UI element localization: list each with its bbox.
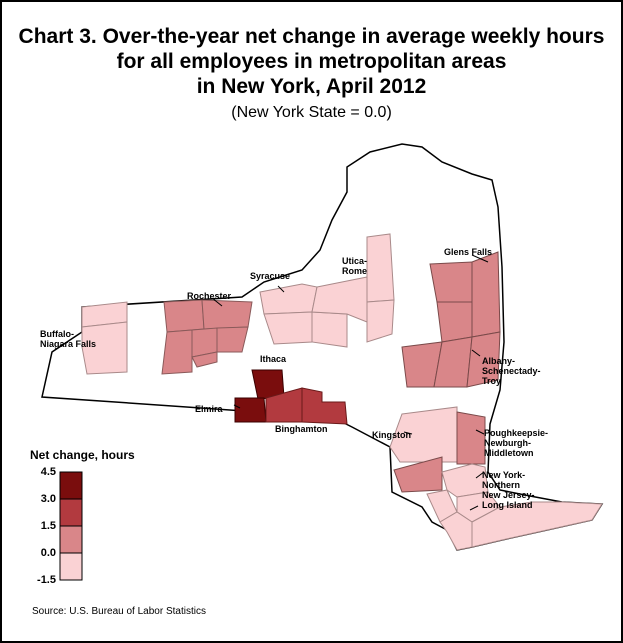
label-binghamton: Binghamton	[275, 424, 328, 434]
region-elmira	[234, 397, 267, 423]
region-label-line: Newburgh-	[484, 438, 531, 448]
region-label-line: Northern	[482, 480, 520, 490]
region-label-line: Middletown	[484, 448, 534, 458]
region-label-line: Rochester	[187, 291, 232, 301]
label-buffalo: Buffalo-Niagara Falls	[40, 329, 96, 349]
chart-subtitle: (New York State = 0.0)	[231, 104, 392, 121]
region-buffalo	[81, 301, 128, 375]
label-ithaca: Ithaca	[260, 354, 287, 364]
title-line-2: for all employees in metropolitan areas	[116, 50, 507, 73]
region-label-line: Rome	[342, 266, 367, 276]
region-rochester	[161, 299, 253, 375]
region-label-line: Poughkeepsie-	[484, 428, 548, 438]
label-albany: Albany-Schenectady-Troy	[482, 356, 541, 386]
label-poughkeepsie: Poughkeepsie-Newburgh-Middletown	[484, 428, 548, 458]
region-albany	[401, 301, 501, 388]
region-label-line: Long Island	[482, 500, 533, 510]
source-note: Source: U.S. Bureau of Labor Statistics	[32, 606, 206, 617]
region-label-line: Binghamton	[275, 424, 328, 434]
region-label-line: Albany-	[482, 356, 515, 366]
region-poughkeepsie	[393, 411, 486, 493]
legend-swatch-2	[59, 525, 83, 554]
region-label-line: Utica-	[342, 256, 367, 266]
chart-title: Chart 3. Over-the-year net change in ave…	[2, 24, 621, 99]
label-elmira: Elmira	[195, 404, 224, 414]
legend-tick-2: 1.5	[40, 520, 56, 532]
region-binghamton	[265, 387, 348, 425]
leader-lines	[211, 254, 489, 511]
title-line-1: Chart 3. Over-the-year net change in ave…	[18, 25, 605, 48]
title-line-3: in New York, April 2012	[196, 75, 427, 98]
region-label-line: Buffalo-	[40, 329, 74, 339]
legend-title: Net change, hours	[30, 448, 135, 462]
region-label-line: Ithaca	[260, 354, 287, 364]
label-nyc: New York-Northern New Jersey-Long Island	[482, 470, 535, 510]
region-label-line: Schenectady-	[482, 366, 541, 376]
legend-swatch-0	[59, 471, 83, 500]
region-label-line: New Jersey-	[482, 490, 535, 500]
region-label-line: Kingston	[372, 430, 411, 440]
region-label-line: Glens Falls	[444, 247, 492, 257]
region-labels: Buffalo-Niagara Falls Rochester Syracuse…	[40, 247, 548, 510]
region-nyc	[426, 463, 603, 551]
label-rochester: Rochester	[187, 291, 232, 301]
label-kingston: Kingston	[372, 430, 411, 440]
label-syracuse: Syracuse	[250, 271, 290, 281]
legend-tick-3: 0.0	[40, 547, 56, 559]
label-glens-falls: Glens Falls	[444, 247, 492, 257]
region-utica	[311, 233, 395, 343]
legend-swatch-1	[59, 498, 83, 527]
region-label-line: New York-	[482, 470, 525, 480]
region-syracuse	[259, 283, 348, 348]
region-label-line: Niagara Falls	[40, 339, 96, 349]
region-label-line: Elmira	[195, 404, 224, 414]
legend-tick-0: 4.5	[40, 466, 56, 478]
legend-swatch-3	[59, 552, 83, 581]
legend-tick-1: 3.0	[40, 493, 56, 505]
label-utica: Utica-Rome	[342, 256, 367, 276]
legend-tick-4: -1.5	[37, 574, 56, 586]
legend-swatches	[59, 471, 83, 581]
region-label-line: Troy	[482, 376, 501, 386]
region-label-line: Syracuse	[250, 271, 290, 281]
